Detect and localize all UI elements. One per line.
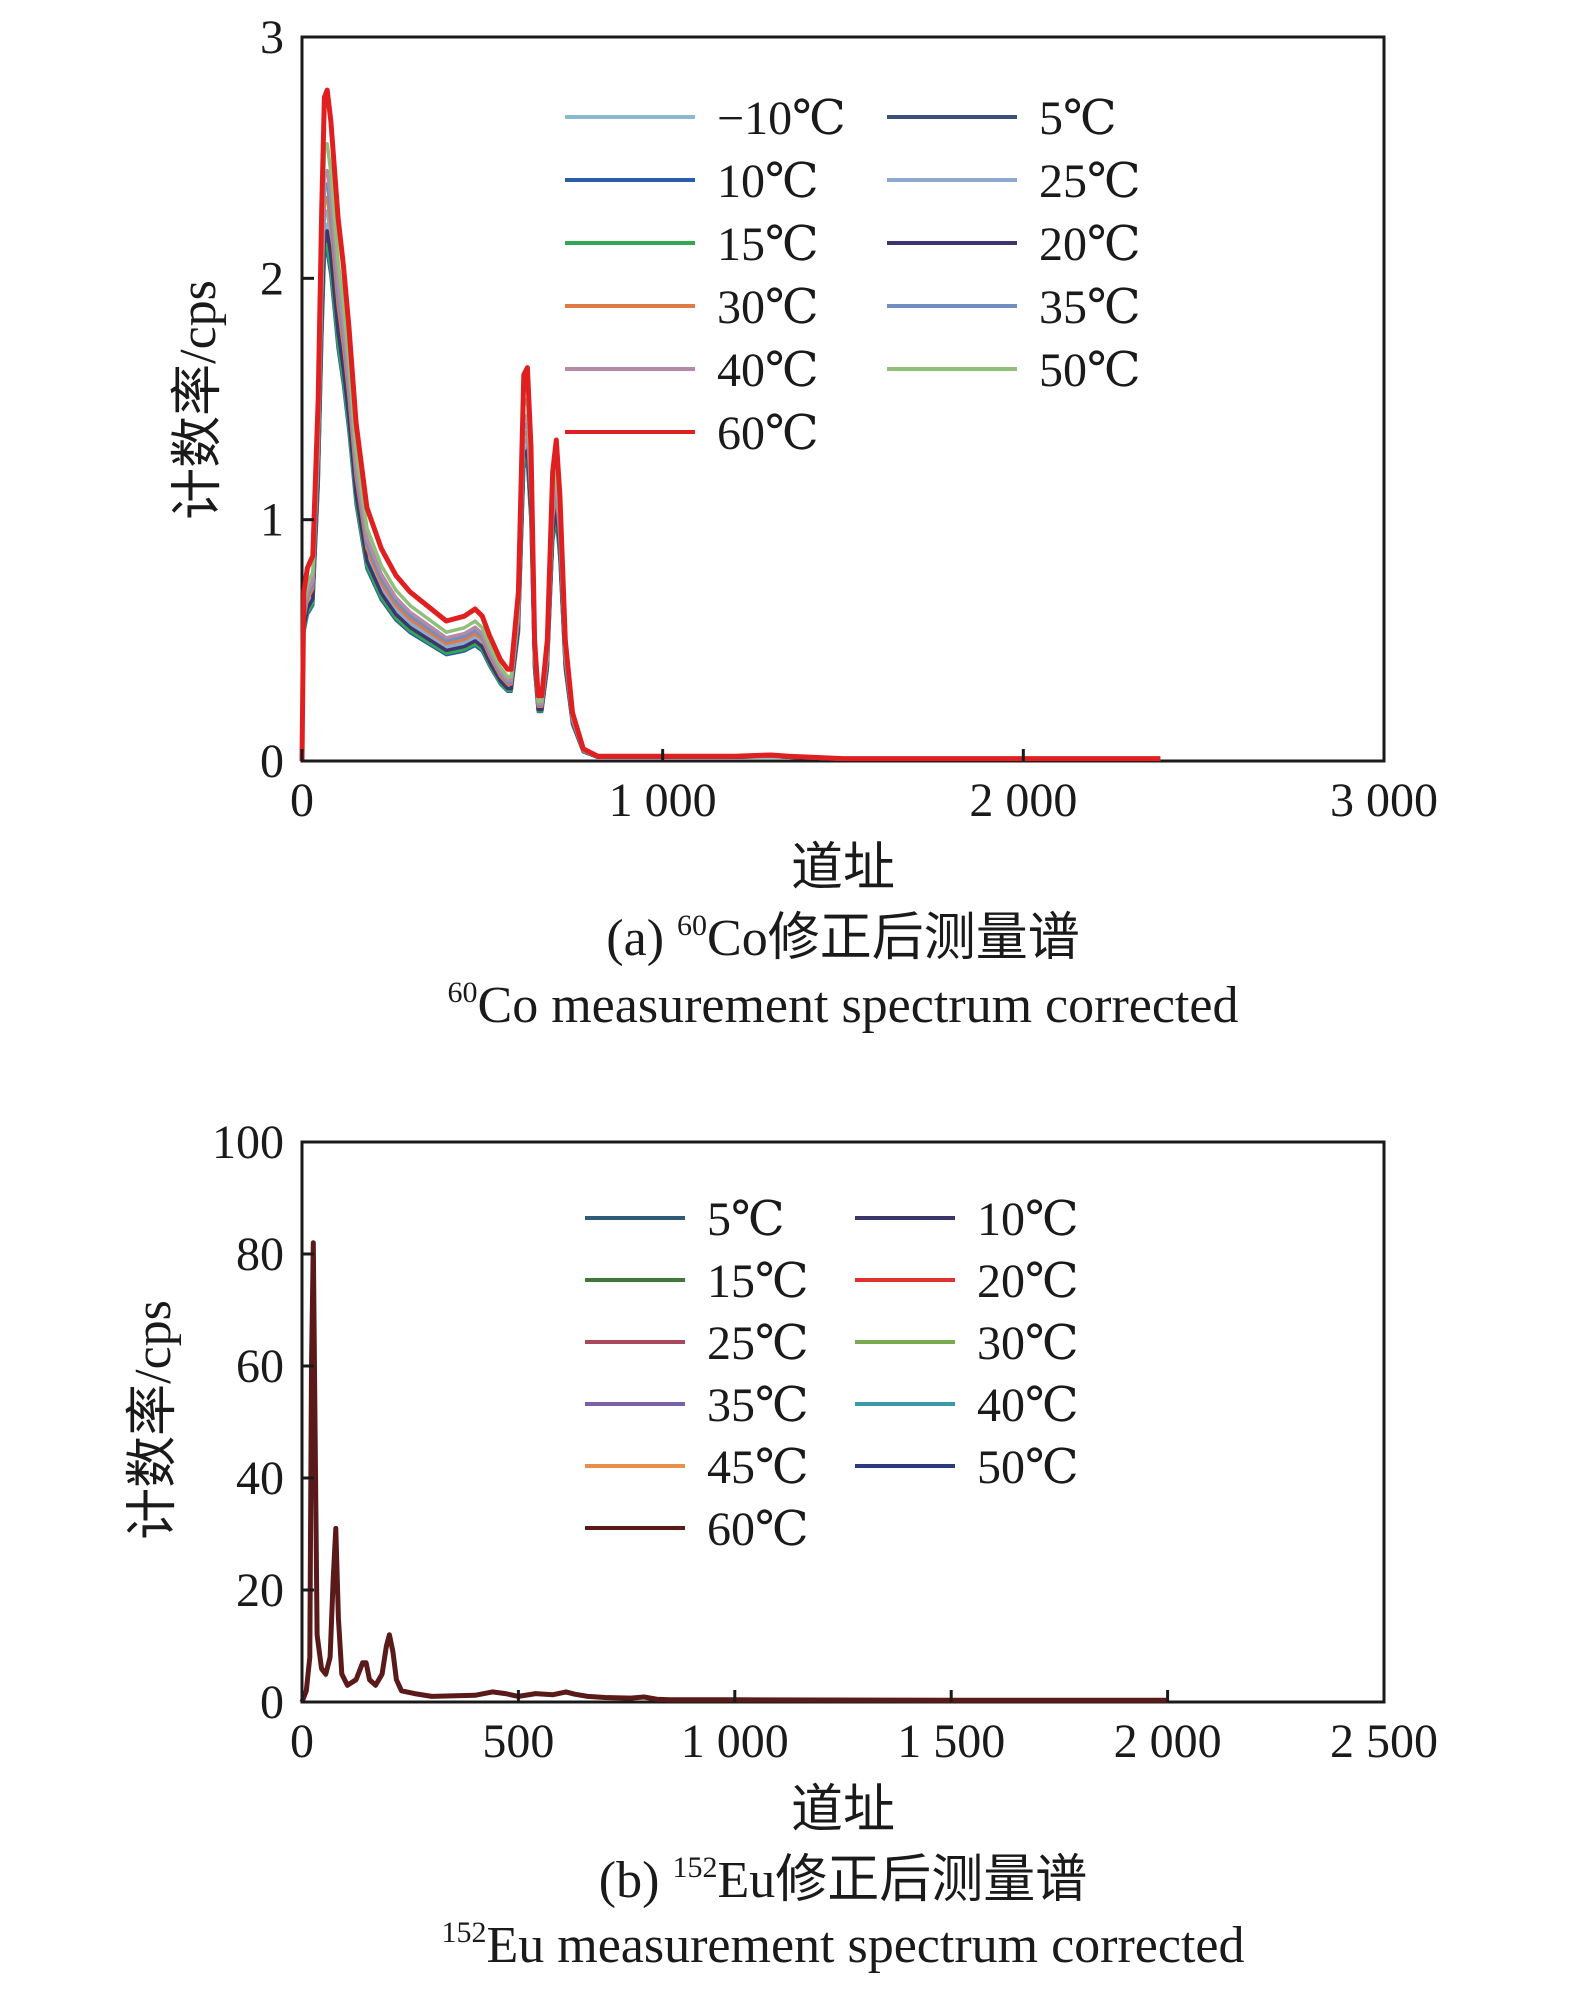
chartA-legend-label: 30℃ [717,281,819,334]
chartB-y-tick-label: 80 [236,1228,284,1281]
chartB-legend-label: 35℃ [707,1379,809,1432]
chartB-series-line [299,1240,1168,1703]
chart-b-plot-frame [300,1140,1386,1704]
chart-a-series-group [299,87,1161,762]
chartA-legend-label: 50℃ [1039,344,1141,397]
chartB-x-tick-label: 1 500 [897,1715,1005,1768]
chartB-legend-label: 5℃ [707,1193,785,1246]
chartB-x-tick-label: 500 [482,1715,554,1768]
chart-b-caption-cn: (b) 152Eu修正后测量谱 [599,1851,1087,1909]
chartB-x-tick-label: 2 500 [1330,1715,1438,1768]
chart-a-x-axis-title: 道址 [791,840,895,897]
chartA-legend-label: 20℃ [1039,218,1141,271]
chart-a-x-ticks: 0 1 000 2 000 3 000 [290,749,1438,827]
chartB-legend-label: 10℃ [977,1193,1079,1246]
chartA-legend-label: −10℃ [717,92,846,145]
chart-b-y-ticks: 0 20 40 60 80 100 [212,1116,314,1729]
chart-a-y-ticks: 0 1 2 3 [260,11,314,788]
chartB-legend-label: 50℃ [977,1441,1079,1494]
chart-b-caption-en-text: Eu measurement spectrum corrected [487,1917,1245,1974]
chartB-y-tick-label: 60 [236,1340,284,1393]
chartB-legend-label: 45℃ [707,1441,809,1494]
chart-b-caption-cn-text: Eu修正后测量谱 [717,1852,1087,1909]
chart-a-legend: −10℃ 5℃ 10℃ 25℃ 15℃ 20℃ 30℃ 35℃ 40℃ 50℃ 60℃ [565,92,1141,460]
chartA-legend-label: 25℃ [1039,155,1141,208]
chartB-y-tick-label: 40 [236,1452,284,1505]
chart-a-caption-en-sup: 60 [448,976,478,1009]
chartB-legend-label: 15℃ [707,1255,809,1308]
chart-b-x-axis-title: 道址 [791,1782,895,1839]
chart-a-caption-en: 60Co measurement spectrum corrected [448,976,1239,1034]
chartA-y-tick-label: 0 [260,735,284,788]
chart-b-series-group [299,1240,1168,1703]
chartA-y-tick-label: 1 [260,494,284,547]
chartB-x-tick-label: 0 [290,1715,314,1768]
chartB-legend-label: 20℃ [977,1255,1079,1308]
chart-b-caption-cn-prefix: (b) [599,1852,673,1909]
chart-a-y-axis-title: 计数率/cps [170,280,227,520]
chartA-legend-label: 5℃ [1039,92,1117,145]
chartA-legend-label: 60℃ [717,407,819,460]
chartA-x-tick-label: 0 [290,774,314,827]
chart-a-caption-cn-text: Co修正后测量谱 [707,910,1080,967]
chartB-x-tick-label: 2 000 [1114,1715,1222,1768]
chartA-y-tick-label: 3 [260,11,284,64]
chartB-legend-label: 40℃ [977,1379,1079,1432]
chartA-legend-label: 40℃ [717,344,819,397]
chart-b-caption-en: 152Eu measurement spectrum corrected [442,1916,1245,1974]
chart-b-x-ticks: 0 500 1 000 1 500 2 000 2 500 [290,1690,1438,1768]
chartA-legend-label: 10℃ [717,155,819,208]
chartA-y-tick-label: 2 [260,252,284,305]
chart-b-legend: 5℃ 10℃ 15℃ 20℃ 25℃ 30℃ 35℃ 40℃ 45℃ 50℃ 60℃ [585,1193,1079,1556]
chartB-x-tick-label: 1 000 [681,1715,789,1768]
chart-a-caption-cn: (a) 60Co修正后测量谱 [606,909,1079,967]
chartB-legend-label: 60℃ [707,1503,809,1556]
chartA-x-tick-label: 3 000 [1330,774,1438,827]
chart-a-caption-cn-prefix: (a) [606,910,677,967]
chart-b-caption-en-sup: 152 [442,1916,487,1949]
chart-b-y-axis-title: 计数率/cps [125,1300,182,1540]
chartA-x-tick-label: 2 000 [969,774,1077,827]
chartB-y-tick-label: 0 [260,1676,284,1729]
chartB-y-tick-label: 100 [212,1116,284,1169]
chart-b: 0 500 1 000 1 500 2 000 2 500 0 20 40 60 80 100 5℃… [125,1116,1438,1974]
chart-a-caption-en-text: Co measurement spectrum corrected [478,977,1239,1034]
chartA-legend-label: 35℃ [1039,281,1141,334]
chartA-legend-label: 15℃ [717,218,819,271]
chartA-x-tick-label: 1 000 [609,774,717,827]
chart-b-caption-cn-sup: 152 [672,1851,717,1884]
chartA-series-line [299,87,1161,762]
chartB-y-tick-label: 20 [236,1564,284,1617]
chart-a: 0 1 000 2 000 3 000 0 1 2 3 −10℃ 5℃ 10℃ 25℃ 15℃ 20℃… [170,11,1438,1034]
chart-a-caption-cn-sup: 60 [677,909,707,942]
chartB-legend-label: 25℃ [707,1317,809,1370]
chartB-legend-label: 30℃ [977,1317,1079,1370]
